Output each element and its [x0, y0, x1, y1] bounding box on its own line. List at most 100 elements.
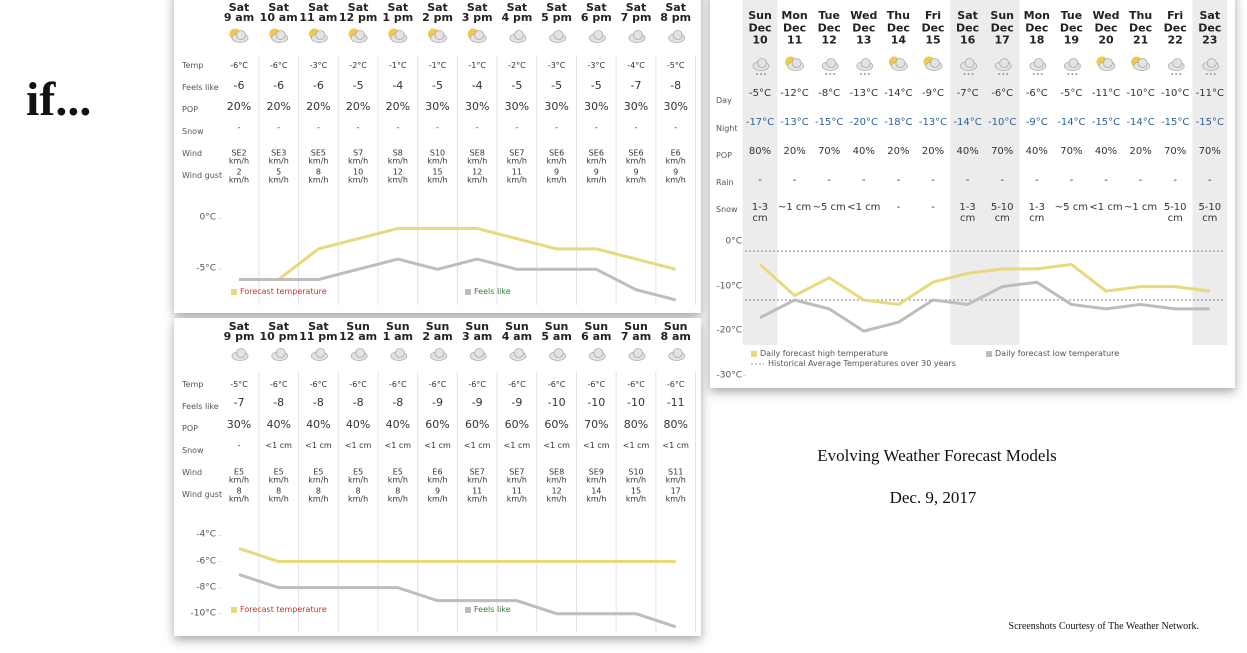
- column-day: Sat: [546, 1, 567, 15]
- column-day: Tue: [818, 9, 840, 23]
- column-time: 8 pm: [660, 11, 692, 25]
- temperature: -6°C: [309, 379, 328, 389]
- snow: -: [237, 122, 241, 132]
- temperature: -6°C: [428, 379, 447, 389]
- weekend-shade: [1192, 0, 1228, 345]
- day-temperature: -11°C: [1091, 87, 1121, 99]
- wind-gust: 17 km/h: [665, 486, 686, 504]
- pop: 30%: [464, 100, 490, 114]
- weather-icon: [930, 58, 940, 68]
- data-line: [758, 262, 1210, 306]
- feels-like: -8: [392, 396, 404, 410]
- snow: <1 cm: [503, 440, 531, 450]
- column-time: 4 pm: [501, 11, 533, 25]
- weather-icon: [593, 30, 604, 40]
- pop: 80%: [748, 145, 772, 157]
- snow: -: [931, 202, 935, 213]
- wind-gust: 12 km/h: [467, 167, 488, 185]
- pop: 40%: [956, 145, 979, 157]
- weather-icon: [1209, 73, 1212, 75]
- wind-gust: 14 km/h: [586, 486, 607, 504]
- credit: Screenshots Courtesy of The Weather Netw…: [1008, 620, 1199, 632]
- temperature: -5°C: [230, 379, 248, 389]
- column-day: Sat: [585, 1, 607, 15]
- wind: E5 km/h: [308, 467, 329, 485]
- y-tick-label: -10°C: [190, 608, 216, 618]
- feels-like: -5: [590, 79, 602, 93]
- snow: -: [555, 122, 559, 132]
- weather-icon: [1137, 58, 1148, 68]
- temperature: -3°C: [587, 60, 606, 70]
- temperature: -2°C: [508, 60, 526, 70]
- feels-like: -8: [352, 396, 364, 410]
- wind: SE5 km/h: [308, 148, 329, 166]
- row-label: POP: [182, 423, 198, 433]
- feels-like: -6: [312, 79, 324, 93]
- column-day: Sat: [957, 9, 978, 23]
- wind-gust: 15 km/h: [625, 486, 647, 504]
- legend-label: Forecast temperature: [240, 604, 327, 614]
- night-temperature: -18°C: [884, 116, 913, 128]
- legend-swatch: [465, 607, 471, 613]
- column-day: Sun: [425, 320, 450, 334]
- day-temperature: -6°C: [991, 87, 1014, 99]
- snow: -: [237, 440, 241, 450]
- weather-icon: [1213, 73, 1216, 75]
- legend-swatch: [231, 607, 237, 613]
- day-temperature: -13°C: [849, 87, 878, 99]
- column-day: Fri: [1167, 9, 1184, 23]
- column-day: Sat: [308, 1, 329, 15]
- snow: -: [634, 122, 638, 132]
- legend-label: Daily forecast high temperature: [760, 348, 888, 358]
- row-label: Day: [716, 95, 732, 105]
- temperature: -3°C: [309, 60, 328, 70]
- wind: S10 km/h: [625, 467, 647, 485]
- data-line: [239, 257, 677, 302]
- temperature: -6°C: [349, 379, 367, 389]
- y-tick-label: -6°C: [196, 555, 216, 566]
- row-label: Rain: [716, 177, 734, 187]
- night-temperature: -15°C: [815, 116, 844, 128]
- column-date: Dec 14: [886, 21, 910, 46]
- weather-icon: [967, 73, 970, 75]
- rain: -: [896, 174, 901, 186]
- temperature: -1°C: [389, 60, 407, 70]
- pop: 20%: [1129, 145, 1152, 157]
- pop: 60%: [464, 418, 490, 432]
- weather-icon: [1205, 73, 1208, 75]
- snow: -: [316, 122, 320, 132]
- rain: -: [758, 174, 762, 186]
- temperature: -6°C: [508, 379, 526, 389]
- feels-like: -7: [233, 396, 245, 410]
- weather-icon: [514, 348, 524, 358]
- rain: -: [1069, 174, 1074, 186]
- column-time: 10 pm: [259, 330, 298, 344]
- pop: 40%: [1025, 145, 1048, 157]
- weather-icon: [633, 348, 643, 358]
- temperature: -6°C: [269, 60, 288, 70]
- wind: SE7 km/h: [506, 148, 527, 166]
- column-time: 1 pm: [382, 11, 414, 25]
- snow: 5-10 cm: [1198, 202, 1222, 224]
- temperature: -6°C: [547, 379, 566, 389]
- column-day: Sat: [665, 1, 686, 15]
- weather-icon: [971, 73, 974, 75]
- column-time: 10 am: [259, 11, 298, 25]
- wind: SE8 km/h: [546, 467, 567, 485]
- weather-icon: [474, 348, 485, 358]
- column-day: Sat: [268, 1, 289, 15]
- weather-icon: [355, 30, 366, 40]
- snow: 1-3 cm: [751, 202, 769, 224]
- wind: S8 km/h: [387, 148, 408, 166]
- day-temperature: -12°C: [780, 87, 809, 99]
- snow: <1 cm: [622, 440, 650, 450]
- rain: -: [827, 174, 831, 186]
- temperature: -6°C: [230, 60, 248, 70]
- feels-like: -10: [587, 396, 606, 410]
- column-day: Sun: [748, 9, 772, 23]
- date: Dec. 9, 2017: [889, 488, 977, 508]
- pop: 40%: [1094, 145, 1118, 157]
- legend-label: Forecast temperature: [240, 286, 327, 296]
- weather-icon: [1032, 73, 1035, 75]
